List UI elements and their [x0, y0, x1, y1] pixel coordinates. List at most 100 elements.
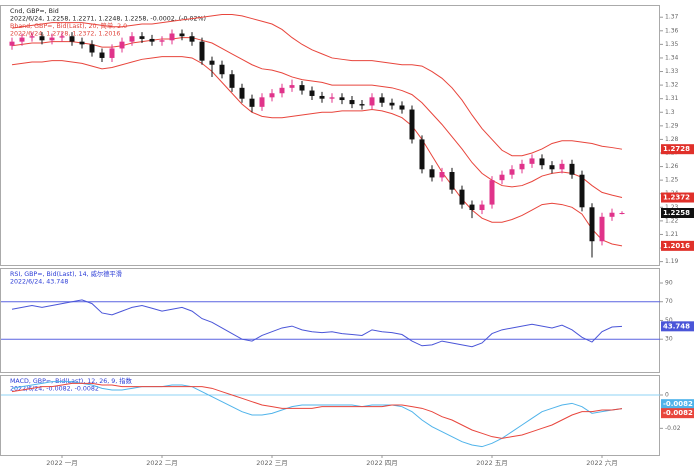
y-tick-label: 90	[665, 279, 673, 286]
candle-body	[169, 33, 175, 41]
candle-body	[619, 213, 625, 214]
candle-body	[179, 33, 185, 37]
candle-body	[569, 163, 575, 175]
candle-body	[429, 169, 435, 178]
candle-body	[29, 36, 35, 38]
candle-body	[339, 97, 345, 101]
candle-body	[399, 105, 405, 110]
y-tick-label: 50	[665, 317, 673, 324]
header-text: RSI, GBP=, Bid(Last), 14, 威尔德平滑	[10, 269, 122, 278]
candle-body	[289, 85, 295, 88]
candle-body	[529, 158, 535, 164]
bollinger-band	[11, 56, 623, 247]
y-tick-label: 1.29	[665, 122, 679, 129]
y-tick-label: 1.25	[665, 177, 679, 184]
candle-body	[59, 36, 65, 38]
y-tick-label: 1.32	[665, 82, 679, 89]
header-text: 2022/6/24, 43.748	[10, 279, 68, 286]
y-tick-label: 70	[665, 298, 673, 305]
header-text: Cnd, GBP=, Bid	[10, 8, 59, 15]
candle-body	[149, 38, 155, 42]
indicator-line	[11, 381, 623, 448]
value-box	[661, 399, 694, 410]
value-label: 1.2728	[663, 145, 690, 153]
candle-body	[439, 171, 445, 178]
candle-body	[19, 37, 25, 42]
y-tick-label: 1.36	[665, 27, 679, 34]
value-label: -0.0082	[663, 400, 693, 408]
candle-body	[219, 64, 225, 75]
price-panel	[0, 5, 660, 266]
candle-body	[449, 171, 455, 190]
x-tick-label: 2022 六月	[586, 458, 618, 467]
value-label: -0.0082	[663, 409, 693, 417]
y-tick-label: 1.21	[665, 231, 679, 238]
x-tick-label: 2022 五月	[476, 459, 508, 467]
candle-body	[519, 163, 525, 170]
y-tick-label: 1.28	[665, 136, 679, 143]
y-tick-label: 1.35	[665, 41, 679, 48]
candle-body	[349, 100, 355, 105]
candle-body	[89, 44, 95, 53]
value-label: 1.2258	[663, 209, 690, 217]
value-label: 1.2016	[663, 242, 690, 250]
value-label: 43.748	[663, 322, 690, 330]
value-box	[661, 408, 694, 419]
candle-body	[249, 98, 255, 107]
indicator-line	[11, 299, 623, 348]
candle-body	[489, 180, 495, 205]
candle-body	[279, 87, 285, 94]
indicator-line	[11, 382, 623, 439]
candle-body	[309, 90, 315, 96]
candle-body	[609, 212, 615, 217]
candle-body	[129, 36, 135, 42]
bollinger-band	[11, 37, 623, 199]
y-tick-label: 0	[665, 392, 669, 399]
candle-body	[329, 97, 335, 99]
value-box	[661, 240, 694, 251]
value-box	[661, 208, 694, 218]
candle-body	[9, 41, 15, 46]
bollinger-band	[11, 14, 623, 157]
candle-body	[99, 52, 105, 58]
x-tick-label: 2022 四月	[366, 459, 398, 467]
candle-body	[479, 204, 485, 211]
candle-body	[109, 48, 115, 58]
candle-body	[259, 97, 265, 107]
candle-body	[419, 139, 425, 170]
value-box	[661, 144, 694, 155]
candle-body	[239, 87, 245, 99]
value-box	[661, 192, 694, 203]
rsi-panel	[0, 268, 660, 373]
header-text: 2022/6/24, 1.2728, 1.2372, 1.2016	[10, 31, 120, 38]
y-tick-label: 1.23	[665, 204, 679, 211]
candle-body	[549, 165, 555, 170]
y-tick-label: 1.34	[665, 54, 679, 61]
candle-body	[389, 102, 395, 106]
candle-body	[499, 174, 505, 181]
candle-body	[539, 158, 545, 166]
candle-body	[49, 37, 55, 41]
candle-body	[559, 163, 565, 170]
macd-panel	[0, 375, 660, 456]
candle-body	[209, 60, 215, 65]
y-tick-label: -0.02	[665, 425, 681, 432]
candle-body	[199, 41, 205, 61]
y-tick-label: 1.22	[665, 217, 679, 224]
candle-body	[229, 74, 235, 88]
value-box	[661, 321, 694, 332]
y-tick-label: 1.33	[665, 68, 679, 75]
header-text: 2022/6/24, -0.0082, -0.0082	[10, 386, 99, 393]
y-tick-label: 1.19	[665, 258, 679, 265]
candle-body	[369, 97, 375, 106]
candle-body	[599, 216, 605, 242]
x-tick-label: 2022 一月	[46, 459, 78, 467]
candle-body	[189, 36, 195, 42]
candle-body	[299, 85, 305, 91]
candle-body	[379, 97, 385, 103]
x-tick-label: 2022 三月	[256, 459, 288, 467]
candle-body	[119, 41, 125, 49]
candle-body	[79, 41, 85, 45]
candle-body	[469, 204, 475, 211]
candle-body	[319, 95, 325, 99]
